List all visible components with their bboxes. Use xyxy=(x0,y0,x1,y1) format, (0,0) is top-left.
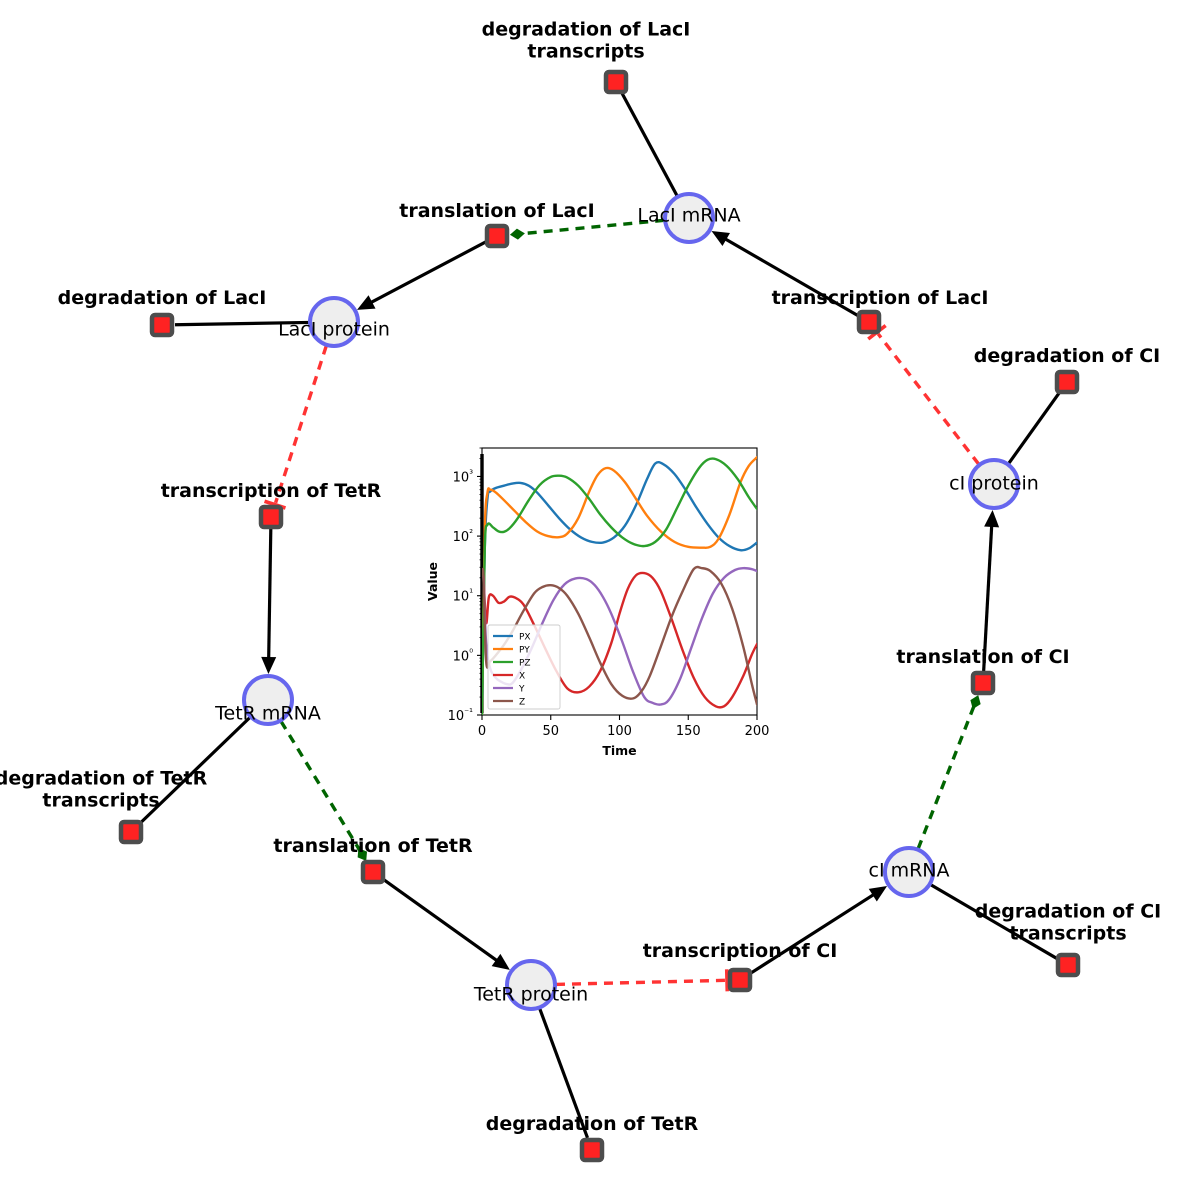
reaction-node-translation_ci[interactable] xyxy=(970,670,996,696)
timecourse-chart: 10⁻¹ 10⁰ 10¹ 10² 10³ 0 50 100 150 200 PX PY PZ X Y Z T… xyxy=(419,436,771,756)
chart-legend-label-X: X xyxy=(519,672,525,682)
edge-inhibition xyxy=(555,978,726,987)
reaction-node-transcription_tetr[interactable] xyxy=(258,504,284,530)
chart-legend: PX PY PZ XYZ xyxy=(487,624,561,710)
reaction-label-transcription_laci: transcription of LacI xyxy=(771,287,989,310)
edge-catalysis xyxy=(279,720,363,855)
edge-catalysis xyxy=(916,702,977,850)
species-node-laci_mrna[interactable] xyxy=(663,192,715,244)
species-label-ci_mrna: cI mRNA xyxy=(868,859,950,882)
chart-x-tick-label: 200 xyxy=(745,724,770,739)
chart-y-tick-label: 10² xyxy=(453,528,474,545)
chart-ylabel: Value xyxy=(425,562,440,601)
species-node-tetr_mrna[interactable] xyxy=(242,674,294,726)
species-node-ci_protein[interactable] xyxy=(968,458,1020,510)
reaction-node-transcription_laci[interactable] xyxy=(856,309,882,335)
chart-y-tick-label: 10⁰ xyxy=(453,647,474,664)
reaction-node-transcription_ci[interactable] xyxy=(727,967,753,993)
edge-consumption xyxy=(538,1007,589,1139)
chart-line-PY xyxy=(482,456,757,715)
edge-layer xyxy=(139,92,1061,1139)
species-label-ci_protein: cI protein xyxy=(949,472,1039,495)
chart-legend-label-Z: Z xyxy=(519,698,525,708)
chart-x-tick-label: 100 xyxy=(607,724,632,739)
arrowhead-diamond xyxy=(970,695,981,710)
reaction-label-deg_ci: degradation of CI xyxy=(973,345,1161,368)
arrowhead-triangle xyxy=(356,295,376,310)
arrowhead-triangle xyxy=(984,509,1000,528)
chart-x-tick-label: 50 xyxy=(542,724,559,739)
edge-production xyxy=(722,236,860,318)
chart-legend-label-PX: PX xyxy=(519,633,531,643)
reaction-label-deg_laci: degradation of LacI xyxy=(57,287,267,310)
chart-legend-label-Y: Y xyxy=(518,685,525,695)
arrowhead-diamond xyxy=(357,848,368,861)
chart-x-tick-label: 150 xyxy=(676,724,701,739)
reaction-label-translation_ci: translation of CI xyxy=(896,646,1070,669)
chart-legend-label-PZ: PZ xyxy=(519,659,531,669)
species-label-tetr_mrna: TetR mRNA xyxy=(215,702,321,725)
chart-axis-labels: Time Value xyxy=(425,562,637,756)
chart-line-X xyxy=(482,570,757,709)
edge-consumption xyxy=(929,883,1058,960)
reaction-node-translation_tetr[interactable] xyxy=(360,859,386,885)
edge-inhibition xyxy=(273,345,328,504)
edge-consumption xyxy=(1007,391,1061,465)
edge-catalysis xyxy=(518,218,665,236)
reaction-label-transcription_ci: transcription of CI xyxy=(642,940,838,963)
edge-production xyxy=(749,892,877,975)
arrowhead-triangle xyxy=(711,231,730,247)
reaction-node-deg_laci[interactable] xyxy=(149,312,175,338)
reaction-label-deg_ci_transcripts: degradation of CI transcripts xyxy=(974,900,1162,944)
arrowhead-diamond xyxy=(509,228,525,240)
reaction-label-translation_laci: translation of LacI xyxy=(399,200,595,223)
reaction-node-deg_laci_transcripts[interactable] xyxy=(603,69,629,95)
reaction-node-deg_ci[interactable] xyxy=(1054,369,1080,395)
chart-x-tick-label: 0 xyxy=(478,724,486,739)
reaction-label-deg_tetr: degradation of TetR xyxy=(485,1113,699,1136)
reaction-node-deg_ci_transcripts[interactable] xyxy=(1055,952,1081,978)
arrowhead-triangle xyxy=(868,886,888,902)
species-node-ci_mrna[interactable] xyxy=(883,846,935,898)
edge-production xyxy=(982,523,994,672)
node-layer xyxy=(118,69,1081,1163)
reaction-node-deg_tetr_transcripts[interactable] xyxy=(118,819,144,845)
species-label-laci_mrna: LacI mRNA xyxy=(637,204,741,227)
arrowhead-triangle xyxy=(491,953,510,970)
species-node-tetr_protein[interactable] xyxy=(505,959,557,1011)
species-label-tetr_protein: TetR protein xyxy=(473,983,589,1006)
chart-line-PX xyxy=(482,460,757,715)
arrowhead-triangle xyxy=(261,656,277,675)
reaction-label-deg_laci_transcripts: degradation of LacI transcripts xyxy=(481,18,691,62)
edge-consumption xyxy=(174,320,310,327)
reaction-label-deg_tetr_transcripts: degradation of TetR transcripts xyxy=(0,767,208,811)
reaction-label-transcription_tetr: transcription of TetR xyxy=(160,480,382,503)
reaction-label-translation_tetr: translation of TetR xyxy=(273,835,473,858)
reaction-node-translation_laci[interactable] xyxy=(484,223,510,249)
chart-y-tick-label: 10³ xyxy=(453,468,474,485)
arrowhead-tee xyxy=(724,969,730,992)
chart-y-tick-label: 10¹ xyxy=(453,588,474,605)
edge-inhibition xyxy=(876,332,981,466)
edge-production xyxy=(381,877,500,964)
chart-legend-label-PY: PY xyxy=(519,646,530,656)
species-node-laci_protein[interactable] xyxy=(308,296,360,348)
edge-production xyxy=(267,528,273,661)
chart-line-PZ xyxy=(482,457,757,715)
edge-production xyxy=(368,240,488,305)
edge-consumption xyxy=(139,716,252,825)
species-label-laci_protein: LacI protein xyxy=(278,318,390,341)
reaction-node-deg_tetr[interactable] xyxy=(579,1137,605,1163)
chart-xlabel: Time xyxy=(602,743,636,756)
edge-consumption xyxy=(620,92,679,197)
